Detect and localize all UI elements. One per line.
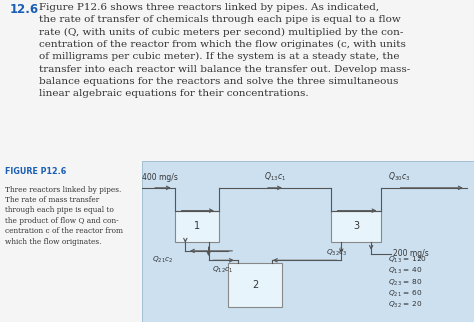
Text: $Q_{13}$ = 40: $Q_{13}$ = 40 [388, 266, 422, 276]
Bar [331, 211, 381, 242]
Text: $Q_{32}c_3$: $Q_{32}c_3$ [326, 248, 347, 259]
Text: 3: 3 [353, 221, 359, 231]
Bar [175, 211, 219, 242]
Text: $Q_{32}$ = 20: $Q_{32}$ = 20 [388, 300, 422, 310]
Text: $Q_{23}$ = 80: $Q_{23}$ = 80 [388, 278, 422, 288]
Text: $Q_{12}c_1$: $Q_{12}c_1$ [212, 264, 233, 275]
Text: Three reactors linked by pipes.
The rate of mass transfer
through each pipe is e: Three reactors linked by pipes. The rate… [5, 185, 123, 246]
Text: $Q_{30}c_3$: $Q_{30}c_3$ [388, 171, 410, 183]
Text: 400 mg/s: 400 mg/s [142, 174, 178, 183]
Bar [228, 263, 282, 307]
Text: 200 mg/s: 200 mg/s [392, 249, 428, 258]
Text: Figure P12.6 shows three reactors linked by pipes. As indicated,
the rate of tra: Figure P12.6 shows three reactors linked… [39, 3, 410, 98]
Text: 12.6: 12.6 [9, 3, 38, 16]
Text: 2: 2 [252, 280, 258, 290]
FancyBboxPatch shape [142, 161, 474, 322]
Text: $Q_{13}$ = 120: $Q_{13}$ = 120 [388, 255, 427, 265]
Text: $Q_{13}c_1$: $Q_{13}c_1$ [264, 171, 286, 183]
Text: FIGURE P12.6: FIGURE P12.6 [5, 167, 66, 176]
Text: $Q_{21}c_2$: $Q_{21}c_2$ [152, 255, 173, 265]
Text: $Q_{21}$ = 60: $Q_{21}$ = 60 [388, 289, 422, 299]
Text: 1: 1 [194, 221, 200, 231]
